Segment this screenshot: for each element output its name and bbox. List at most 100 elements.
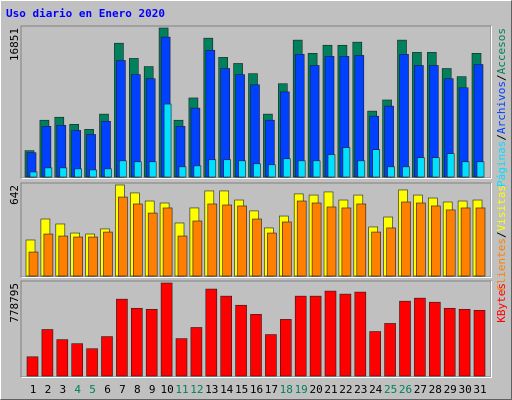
bar	[431, 157, 440, 178]
x-tick-label: 1	[30, 383, 37, 396]
x-tick-label: 12	[190, 383, 203, 396]
bar	[26, 356, 39, 377]
y-tick-label: 16851	[8, 28, 21, 61]
bar	[294, 54, 305, 178]
bar	[384, 105, 394, 178]
panels: 16851 Páginas/Archivos/Accesos 642 Clientes…	[8, 25, 508, 396]
legend: Clientes/Visitas	[495, 185, 508, 291]
bar	[417, 157, 425, 178]
bar	[73, 236, 83, 277]
panel-highlight	[21, 281, 492, 378]
bar	[101, 336, 113, 377]
bar	[386, 227, 396, 277]
bar	[267, 232, 277, 277]
bar	[384, 323, 396, 377]
x-tick-label: 30	[458, 383, 471, 396]
x-tick-label: 15	[235, 383, 248, 396]
panel-highlight	[21, 183, 492, 278]
bar	[309, 65, 320, 178]
bar	[28, 251, 39, 277]
bar	[205, 49, 216, 178]
bar	[160, 282, 173, 377]
x-tick-label: 16	[250, 383, 263, 396]
bar	[147, 212, 158, 277]
legend-separator: /	[495, 134, 508, 141]
bar	[71, 343, 83, 377]
bar	[134, 161, 142, 178]
panel-highlight	[21, 26, 492, 179]
bar	[399, 54, 409, 178]
bar	[56, 339, 69, 377]
bar	[238, 160, 246, 178]
bar	[118, 196, 128, 277]
bar	[460, 207, 471, 277]
bar	[193, 165, 202, 178]
x-tick-label: 6	[104, 383, 111, 396]
x-tick-label: 24	[369, 383, 383, 396]
bar	[414, 297, 426, 377]
x-tick-label: 18	[280, 383, 293, 396]
bar	[357, 160, 366, 178]
bar	[162, 207, 173, 277]
bar	[446, 153, 455, 178]
bar	[297, 160, 306, 178]
bar	[237, 205, 247, 277]
legend: Páginas/Archivos/Accesos	[495, 28, 508, 187]
x-tick-label: 10	[160, 383, 173, 396]
x-tick-label: 22	[339, 383, 352, 396]
legend-separator: /	[495, 231, 508, 238]
bar	[41, 329, 54, 377]
bar	[44, 167, 53, 178]
x-tick-label: 11	[175, 383, 188, 396]
bar	[89, 169, 97, 178]
bar	[59, 167, 68, 178]
y-tick-label: 642	[8, 185, 21, 205]
x-tick-label: 9	[149, 383, 156, 396]
x-tick-label: 28	[429, 383, 442, 396]
legend-entry: Accesos	[495, 28, 508, 74]
bar	[178, 166, 187, 178]
bar	[207, 203, 218, 277]
x-tick-label: 26	[399, 383, 412, 396]
bar	[250, 84, 260, 178]
bar	[88, 236, 98, 277]
bar	[103, 231, 113, 277]
bar	[339, 293, 352, 377]
x-tick-label: 25	[384, 383, 397, 396]
bar	[428, 301, 441, 377]
bar	[311, 202, 322, 277]
bar	[445, 209, 456, 277]
bar	[341, 207, 352, 277]
bar	[175, 338, 188, 377]
bar	[133, 203, 143, 277]
x-tick-label: 19	[295, 383, 308, 396]
legend-entry: Clientes	[495, 238, 508, 291]
bar	[356, 203, 367, 277]
x-tick-label: 7	[119, 383, 126, 396]
bar	[268, 164, 276, 178]
legend-separator: /	[495, 74, 508, 81]
bar	[371, 231, 382, 277]
bar	[312, 160, 321, 178]
bar	[476, 161, 485, 178]
legend-entry: Visitas	[495, 185, 508, 231]
bar	[387, 166, 395, 178]
x-tick-label: 21	[324, 383, 337, 396]
bar	[190, 327, 203, 377]
bar	[294, 295, 307, 377]
bar	[282, 158, 291, 178]
bar	[116, 298, 128, 377]
x-tick-label: 5	[89, 383, 96, 396]
legend-entry: Archivos	[495, 81, 508, 134]
bar	[86, 348, 98, 377]
bar	[250, 314, 262, 377]
x-tick-label: 13	[205, 383, 218, 396]
x-tick-label: 3	[59, 383, 66, 396]
bar	[443, 307, 456, 377]
bar	[402, 166, 410, 178]
bar	[148, 161, 157, 178]
bar	[354, 291, 367, 377]
bar	[279, 319, 292, 377]
